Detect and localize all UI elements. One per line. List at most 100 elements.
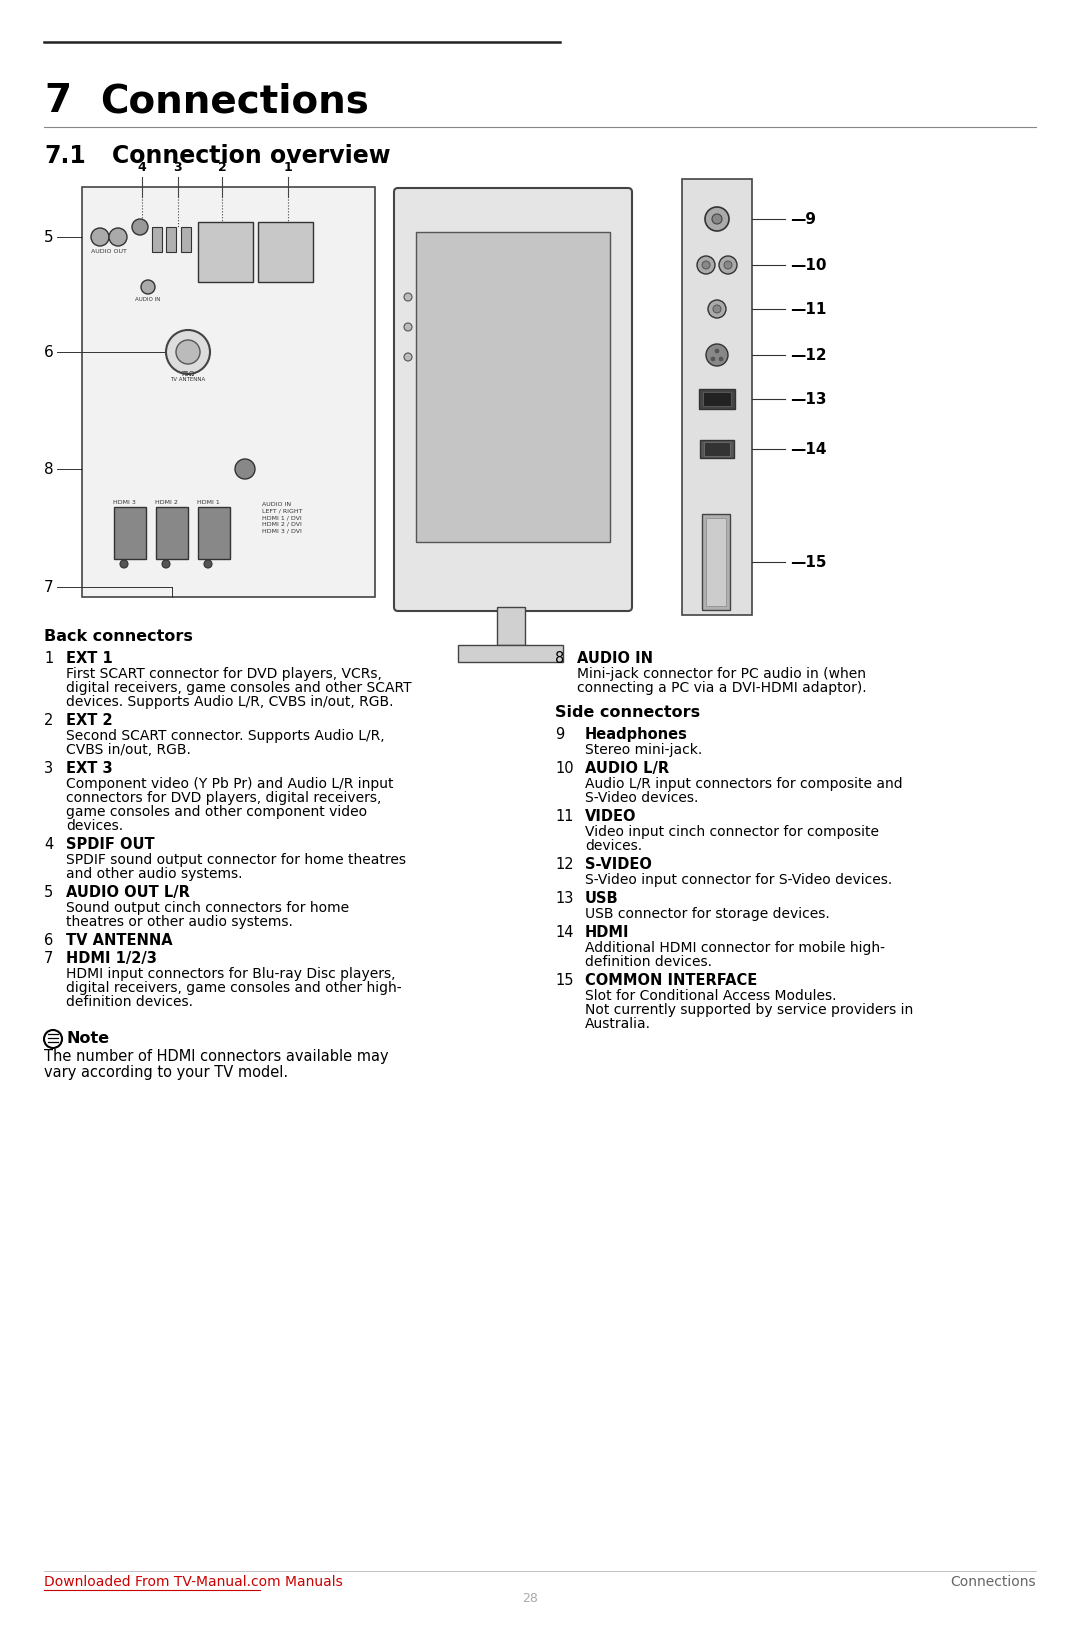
Text: Slot for Conditional Access Modules.: Slot for Conditional Access Modules. (585, 989, 837, 1002)
Bar (152, 228, 162, 252)
Text: —15: —15 (789, 555, 826, 569)
Text: EXT 1: EXT 1 (66, 651, 112, 665)
Bar (258, 221, 313, 281)
Text: EXT 2: EXT 2 (66, 713, 112, 727)
Text: Australia.: Australia. (585, 1017, 651, 1032)
Text: Video input cinch connector for composite: Video input cinch connector for composit… (585, 825, 879, 840)
Text: HDMI 2: HDMI 2 (154, 499, 177, 504)
Bar (181, 228, 191, 252)
Bar (198, 508, 230, 560)
Text: 1: 1 (284, 161, 293, 174)
Bar (114, 508, 146, 560)
Text: 6: 6 (44, 932, 53, 949)
Text: devices.: devices. (66, 818, 123, 833)
Text: devices. Supports Audio L/R, CVBS in/out, RGB.: devices. Supports Audio L/R, CVBS in/out… (66, 695, 393, 709)
Bar (156, 508, 188, 560)
Circle shape (713, 304, 721, 312)
Text: 5: 5 (44, 229, 54, 244)
Circle shape (404, 324, 411, 330)
Text: 5: 5 (44, 885, 53, 900)
Circle shape (705, 207, 729, 231)
Circle shape (176, 340, 200, 364)
Bar (497, 607, 525, 644)
Text: Headphones: Headphones (585, 727, 688, 742)
Circle shape (44, 1030, 62, 1048)
Text: 12: 12 (555, 857, 573, 872)
Text: —13: —13 (789, 392, 826, 407)
Text: 9: 9 (555, 727, 564, 742)
Text: HDMI: HDMI (585, 926, 630, 940)
Text: Downloaded From TV-Manual.com Manuals: Downloaded From TV-Manual.com Manuals (44, 1575, 342, 1590)
Text: COMMON
INTERFACE: COMMON INTERFACE (712, 550, 720, 574)
Text: HDMI input connectors for Blu-ray Disc players,: HDMI input connectors for Blu-ray Disc p… (66, 966, 395, 981)
Circle shape (708, 299, 726, 317)
Text: 4: 4 (137, 161, 147, 174)
Bar (702, 514, 730, 610)
Text: S-Video input connector for S-Video devices.: S-Video input connector for S-Video devi… (585, 874, 892, 887)
Text: CVBS in/out, RGB.: CVBS in/out, RGB. (66, 744, 191, 757)
Text: 3: 3 (174, 161, 183, 174)
Bar (681, 179, 752, 615)
Text: 11: 11 (555, 809, 573, 823)
Text: vary according to your TV model.: vary according to your TV model. (44, 1066, 288, 1080)
Text: 4: 4 (44, 836, 53, 853)
Text: 7.1: 7.1 (44, 145, 85, 168)
Text: Side connectors: Side connectors (555, 704, 700, 721)
Text: Connection overview: Connection overview (112, 145, 391, 168)
Text: USB connector for storage devices.: USB connector for storage devices. (585, 906, 829, 921)
Circle shape (404, 293, 411, 301)
Text: —11: —11 (789, 301, 826, 317)
Text: USB: USB (585, 892, 619, 906)
Text: First SCART connector for DVD players, VCRs,: First SCART connector for DVD players, V… (66, 667, 382, 682)
Text: Mini-jack connector for PC audio in (when: Mini-jack connector for PC audio in (whe… (577, 667, 866, 682)
Text: connecting a PC via a DVI-HDMI adaptor).: connecting a PC via a DVI-HDMI adaptor). (577, 682, 866, 695)
Bar (166, 228, 176, 252)
Bar (700, 439, 734, 457)
Circle shape (235, 459, 255, 478)
Text: Sound output cinch connectors for home: Sound output cinch connectors for home (66, 901, 349, 914)
Text: digital receivers, game consoles and other SCART: digital receivers, game consoles and oth… (66, 682, 411, 695)
Text: AUDIO IN: AUDIO IN (577, 651, 653, 665)
Text: Note: Note (66, 1032, 109, 1046)
Circle shape (719, 356, 723, 361)
Circle shape (109, 228, 127, 246)
Text: 1: 1 (44, 651, 53, 665)
Text: theatres or other audio systems.: theatres or other audio systems. (66, 914, 293, 929)
Text: definition devices.: definition devices. (66, 996, 193, 1009)
Text: SPDIF sound output connector for home theatres: SPDIF sound output connector for home th… (66, 853, 406, 867)
Text: The number of HDMI connectors available may: The number of HDMI connectors available … (44, 1049, 389, 1064)
Text: digital receivers, game consoles and other high-: digital receivers, game consoles and oth… (66, 981, 402, 996)
Text: 3: 3 (44, 761, 53, 776)
Circle shape (724, 260, 732, 268)
Text: 8: 8 (555, 651, 564, 665)
Text: EXT 3: EXT 3 (66, 761, 112, 776)
Text: VIDEO: VIDEO (585, 809, 636, 823)
Text: Component video (Y Pb Pr) and Audio L/R input: Component video (Y Pb Pr) and Audio L/R … (66, 778, 393, 791)
Text: AUDIO IN
LEFT / RIGHT
HDMI 1 / DVI
HDMI 2 / DVI
HDMI 3 / DVI: AUDIO IN LEFT / RIGHT HDMI 1 / DVI HDMI … (262, 503, 302, 534)
Text: Additional HDMI connector for mobile high-: Additional HDMI connector for mobile hig… (585, 940, 885, 955)
Circle shape (91, 228, 109, 246)
Text: —10: —10 (789, 257, 826, 272)
Text: Back connectors: Back connectors (44, 630, 193, 644)
Text: devices.: devices. (585, 840, 643, 853)
Text: 2: 2 (218, 161, 227, 174)
Bar (699, 389, 735, 408)
Text: 15: 15 (555, 973, 573, 988)
Circle shape (162, 560, 170, 568)
Text: 13: 13 (555, 892, 573, 906)
Text: and other audio systems.: and other audio systems. (66, 867, 243, 880)
Circle shape (166, 330, 210, 374)
Text: HDMI 3: HDMI 3 (112, 499, 135, 504)
Circle shape (132, 220, 148, 234)
Text: S-Video devices.: S-Video devices. (585, 791, 699, 805)
Text: TV ANTENNA: TV ANTENNA (171, 377, 205, 382)
Text: 14: 14 (555, 926, 573, 940)
Text: Not currently supported by service providers in: Not currently supported by service provi… (585, 1002, 914, 1017)
Text: 75Ω: 75Ω (180, 371, 195, 377)
Text: COMMON INTERFACE: COMMON INTERFACE (585, 973, 757, 988)
Bar (703, 392, 731, 407)
Text: Second SCART connector. Supports Audio L/R,: Second SCART connector. Supports Audio L… (66, 729, 384, 744)
Text: —9: —9 (789, 212, 816, 226)
Circle shape (711, 356, 715, 361)
Text: Stereo mini-jack.: Stereo mini-jack. (585, 744, 702, 757)
